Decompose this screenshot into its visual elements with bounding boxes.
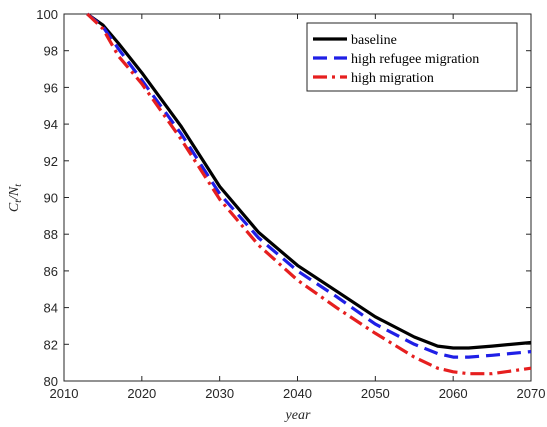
x-axis-label: year — [284, 408, 311, 423]
x-tick-label: 2020 — [127, 386, 156, 401]
series-line-0 — [86, 12, 532, 350]
y-tick-label: 96 — [44, 80, 58, 95]
y-axis-label: Ct/Nt — [7, 184, 24, 212]
series-line-1 — [86, 12, 532, 359]
legend-label-2: high migration — [351, 71, 434, 86]
series-line-2 — [86, 12, 532, 376]
legend-label-1: high refugee migration — [351, 52, 479, 67]
y-tick-label: 80 — [44, 374, 58, 389]
x-axis-ticks: 2010 2020 2030 2040 2050 2060 2070 — [50, 14, 546, 401]
series-layer — [86, 12, 532, 376]
x-tick-label: 2030 — [205, 386, 234, 401]
y-axis-ticks: 80 82 84 86 88 90 92 94 96 98 100 — [36, 7, 531, 389]
y-tick-label: 100 — [36, 7, 58, 22]
legend-label-0: baseline — [351, 33, 397, 48]
y-tick-label: 86 — [44, 264, 58, 279]
y-tick-label: 94 — [44, 117, 58, 132]
y-tick-label: 98 — [44, 44, 58, 59]
y-tick-label: 90 — [44, 191, 58, 206]
x-tick-label: 2040 — [283, 386, 312, 401]
y-tick-label: 82 — [44, 337, 58, 352]
x-tick-label: 2060 — [439, 386, 468, 401]
y-tick-label: 84 — [44, 301, 58, 316]
plot-area: 2010 2020 2030 2040 2050 2060 2070 80 82 84 86 88 9… — [36, 7, 545, 401]
legend-items: baseline high refugee migration high migra… — [313, 33, 479, 86]
x-tick-label: 2070 — [517, 386, 546, 401]
y-tick-label: 88 — [44, 227, 58, 242]
legend: baseline high refugee migration high migra… — [306, 22, 518, 92]
y-tick-label: 92 — [44, 154, 58, 169]
x-tick-label: 2050 — [361, 386, 390, 401]
x-tick-label: 2010 — [50, 386, 79, 401]
